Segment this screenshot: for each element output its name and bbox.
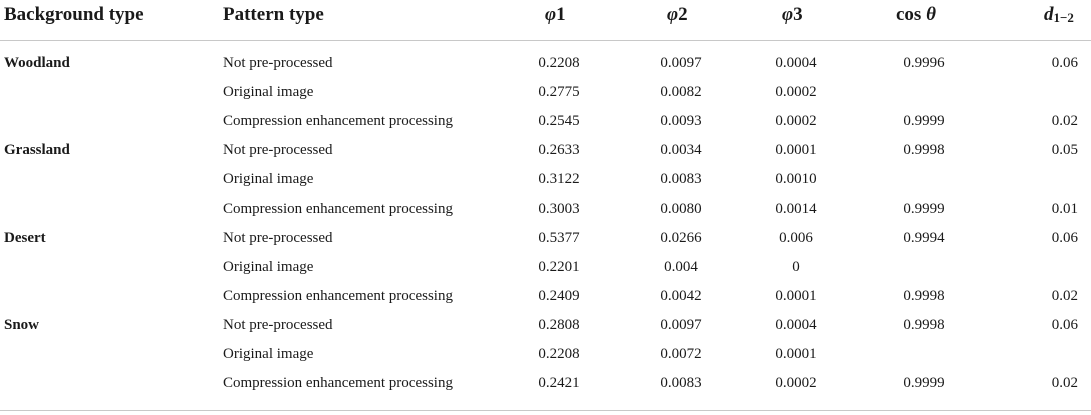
phi2-cell: 0.0083 <box>660 171 702 188</box>
header-cos-theta: cos θ <box>896 4 936 26</box>
phi2-index: 2 <box>678 4 688 25</box>
d-subscript: 1−2 <box>1053 10 1074 25</box>
background-type-cell: Snow <box>4 316 40 333</box>
phi2-cell: 0.0042 <box>660 287 702 304</box>
pattern-type-cell: Compression enhancement processing <box>223 113 453 130</box>
table-row: Compression enhancement processing 0.2409… <box>0 282 1091 311</box>
cos-text: cos <box>896 4 922 25</box>
cos-theta-cell: 0.9998 <box>903 142 945 159</box>
pattern-type-cell: Compression enhancement processing <box>223 200 453 217</box>
table-row: Desert Not pre-processed 0.5377 0.0266 0.006… <box>0 224 1091 253</box>
cos-theta-cell: 0.9998 <box>903 316 945 333</box>
phi2-cell: 0.0080 <box>660 200 702 217</box>
phi2-cell: 0.0072 <box>660 346 702 362</box>
d12-cell: 0.06 <box>1051 316 1078 333</box>
phi3-cell: 0.0014 <box>775 200 817 217</box>
phi-symbol: φ <box>545 4 557 25</box>
phi2-cell: 0.0097 <box>660 316 702 333</box>
phi2-cell: 0.004 <box>664 258 698 275</box>
d12-cell: 0.06 <box>1051 55 1078 71</box>
phi3-cell: 0.0001 <box>775 142 817 159</box>
pattern-type-cell: Original image <box>223 258 314 275</box>
cos-theta-cell: 0.9999 <box>903 375 945 392</box>
header-phi2: φ2 <box>667 4 688 26</box>
pattern-type-cell: Compression enhancement processing <box>223 287 453 304</box>
d12-cell: 0.02 <box>1051 375 1078 392</box>
table-row: Grassland Not pre-processed 0.2633 0.0034 0.… <box>0 136 1091 165</box>
cos-theta-cell: 0.9999 <box>903 200 945 217</box>
phi1-cell: 0.3003 <box>538 200 580 217</box>
header-phi3: φ3 <box>782 4 803 26</box>
d12-cell: 0.06 <box>1051 229 1078 246</box>
table-row: Original image 0.3122 0.0083 0.0010 <box>0 165 1091 194</box>
phi1-index: 1 <box>556 4 566 25</box>
pattern-type-cell: Original image <box>223 171 314 188</box>
table-row: Original image 0.2201 0.004 0 <box>0 253 1091 282</box>
phi1-cell: 0.2633 <box>538 142 580 159</box>
phi3-cell: 0.0002 <box>775 375 817 392</box>
phi1-cell: 0.2208 <box>538 55 580 71</box>
phi2-cell: 0.0093 <box>660 113 702 130</box>
phi2-cell: 0.0082 <box>660 84 702 101</box>
header-background-type: Background type <box>4 4 144 25</box>
table-row: Compression enhancement processing 0.3003… <box>0 195 1091 224</box>
phi3-cell: 0.0002 <box>775 113 817 130</box>
table-row: Woodland Not pre-processed 0.2208 0.0097 0.0… <box>0 49 1091 78</box>
header-pattern-type: Pattern type <box>223 4 324 25</box>
pattern-type-cell: Original image <box>223 84 314 101</box>
phi-symbol: φ <box>782 4 794 25</box>
pattern-type-cell: Original image <box>223 346 314 362</box>
d-symbol: d <box>1044 4 1054 25</box>
phi1-cell: 0.2421 <box>538 375 580 392</box>
phi1-cell: 0.3122 <box>538 171 580 188</box>
table-header: Background type Pattern type φ1 φ2 φ3 co… <box>0 0 1091 41</box>
table-row: Compression enhancement processing 0.2421… <box>0 369 1091 398</box>
phi2-cell: 0.0083 <box>660 375 702 392</box>
header-phi1: φ1 <box>545 4 566 26</box>
background-type-cell: Woodland <box>4 55 70 71</box>
pattern-type-cell: Not pre-processed <box>223 55 333 71</box>
phi1-cell: 0.5377 <box>538 229 580 246</box>
table-row: Compression enhancement processing 0.2545… <box>0 107 1091 136</box>
phi3-cell: 0.0010 <box>775 171 817 188</box>
phi2-cell: 0.0097 <box>660 55 702 71</box>
table-bottom-rule <box>0 410 1091 411</box>
phi3-cell: 0.0004 <box>775 316 817 333</box>
phi1-cell: 0.2201 <box>538 258 580 275</box>
pattern-type-cell: Compression enhancement processing <box>223 375 453 392</box>
cos-theta-cell: 0.9994 <box>903 229 945 246</box>
d12-cell: 0.02 <box>1051 113 1078 130</box>
theta-symbol: θ <box>926 4 936 25</box>
cos-theta-cell: 0.9999 <box>903 113 945 130</box>
phi2-cell: 0.0034 <box>660 142 702 159</box>
cos-theta-cell: 0.9998 <box>903 287 945 304</box>
phi3-cell: 0.0002 <box>775 84 817 101</box>
phi1-cell: 0.2775 <box>538 84 580 101</box>
phi3-cell: 0 <box>792 258 800 275</box>
pattern-type-cell: Not pre-processed <box>223 316 333 333</box>
phi3-cell: 0.0001 <box>775 346 817 362</box>
background-type-cell: Grassland <box>4 142 70 159</box>
pattern-type-cell: Not pre-processed <box>223 229 333 246</box>
table-row: Original image 0.2208 0.0072 0.0001 <box>0 340 1091 369</box>
phi1-cell: 0.2409 <box>538 287 580 304</box>
phi2-cell: 0.0266 <box>660 229 702 246</box>
phi1-cell: 0.2808 <box>538 316 580 333</box>
table-row: Original image 0.2775 0.0082 0.0002 <box>0 78 1091 107</box>
phi1-cell: 0.2545 <box>538 113 580 130</box>
header-d12: d1−2 <box>1044 4 1074 26</box>
cos-theta-cell: 0.9996 <box>903 55 945 71</box>
phi1-cell: 0.2208 <box>538 346 580 362</box>
d12-cell: 0.01 <box>1051 200 1078 217</box>
phi3-cell: 0.0004 <box>775 55 817 71</box>
phi3-index: 3 <box>793 4 803 25</box>
pattern-type-cell: Not pre-processed <box>223 142 333 159</box>
phi3-cell: 0.006 <box>779 229 813 246</box>
d12-cell: 0.05 <box>1051 142 1078 159</box>
background-type-cell: Desert <box>4 229 46 246</box>
phi-symbol: φ <box>667 4 679 25</box>
phi3-cell: 0.0001 <box>775 287 817 304</box>
d12-cell: 0.02 <box>1051 287 1078 304</box>
table-row: Snow Not pre-processed 0.2808 0.0097 0.0004 0… <box>0 311 1091 340</box>
